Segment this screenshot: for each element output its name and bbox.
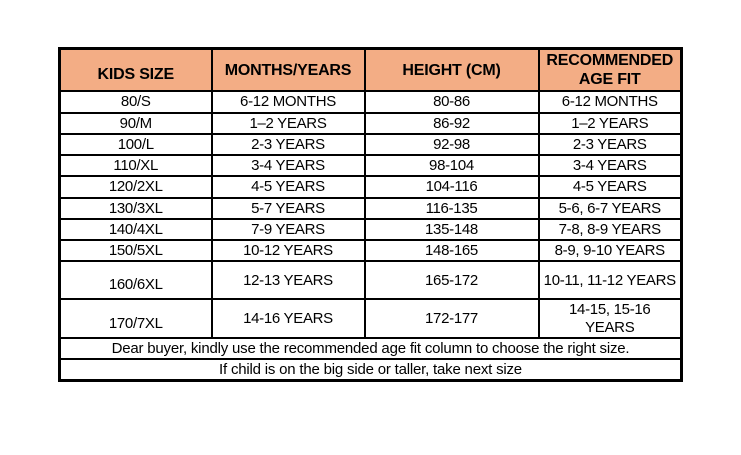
cell-height: 86-92 <box>363 111 540 135</box>
cell-size: 130/3XL <box>58 196 213 220</box>
cell-age-fit: 10-11, 11-12 YEARS <box>537 260 683 301</box>
cell-age-fit: 14-15, 15-16 YEARS <box>537 298 683 339</box>
table-row: 150/5XL 10-12 YEARS 148-165 8-9, 9-10 YE… <box>58 239 683 263</box>
cell-size: 170/7XL <box>58 298 213 339</box>
cell-size: 150/5XL <box>58 239 213 263</box>
cell-height: 165-172 <box>363 260 540 301</box>
cell-age-fit: 5-6, 6-7 YEARS <box>537 196 683 220</box>
cell-height: 98-104 <box>363 154 540 178</box>
table-row: 100/L 2-3 YEARS 92-98 2-3 YEARS <box>58 132 683 157</box>
cell-size: 90/M <box>58 111 213 135</box>
table-row: 130/3XL 5-7 YEARS 116-135 5-6, 6-7 YEARS <box>58 196 683 220</box>
cell-size: 80/S <box>58 90 213 114</box>
cell-age-fit: 2-3 YEARS <box>537 132 683 157</box>
cell-months: 2-3 YEARS <box>210 132 366 157</box>
note-row-2: If child is on the big side or taller, t… <box>58 357 683 382</box>
cell-height: 172-177 <box>363 298 540 339</box>
header-cell-height-cm: HEIGHT (CM) <box>363 47 540 93</box>
header-cell-kids-size: KIDS SIZE <box>58 47 213 93</box>
table-row: 90/M 1–2 YEARS 86-92 1–2 YEARS <box>58 111 683 135</box>
cell-age-fit: 6-12 MONTHS <box>537 90 683 114</box>
cell-months: 1–2 YEARS <box>210 111 366 135</box>
cell-months: 4-5 YEARS <box>210 175 366 199</box>
size-chart-container: KIDS SIZE MONTHS/YEARS HEIGHT (CM) RECOM… <box>58 47 683 382</box>
cell-months: 6-12 MONTHS <box>210 90 366 114</box>
cell-size: 100/L <box>58 132 213 157</box>
table-row: 140/4XL 7-9 YEARS 135-148 7-8, 8-9 YEARS <box>58 217 683 242</box>
table-row: 80/S 6-12 MONTHS 80-86 6-12 MONTHS <box>58 90 683 114</box>
note-text-recommended-column: Dear buyer, kindly use the recommended a… <box>58 336 683 360</box>
cell-size: 140/4XL <box>58 217 213 242</box>
note-row-1: Dear buyer, kindly use the recommended a… <box>58 336 683 360</box>
cell-height: 104-116 <box>363 175 540 199</box>
cell-size: 120/2XL <box>58 175 213 199</box>
cell-age-fit: 4-5 YEARS <box>537 175 683 199</box>
cell-age-fit: 1–2 YEARS <box>537 111 683 135</box>
cell-height: 80-86 <box>363 90 540 114</box>
cell-months: 5-7 YEARS <box>210 196 366 220</box>
kids-size-chart-table: KIDS SIZE MONTHS/YEARS HEIGHT (CM) RECOM… <box>58 47 683 382</box>
table-row: 110/XL 3-4 YEARS 98-104 3-4 YEARS <box>58 154 683 178</box>
table-row: 170/7XL 14-16 YEARS 172-177 14-15, 15-16… <box>58 298 683 339</box>
header-row: KIDS SIZE MONTHS/YEARS HEIGHT (CM) RECOM… <box>58 47 683 93</box>
cell-age-fit: 3-4 YEARS <box>537 154 683 178</box>
cell-months: 3-4 YEARS <box>210 154 366 178</box>
cell-size: 110/XL <box>58 154 213 178</box>
table-row: 120/2XL 4-5 YEARS 104-116 4-5 YEARS <box>58 175 683 199</box>
cell-age-fit: 8-9, 9-10 YEARS <box>537 239 683 263</box>
cell-months: 10-12 YEARS <box>210 239 366 263</box>
cell-height: 92-98 <box>363 132 540 157</box>
cell-size: 160/6XL <box>58 260 213 301</box>
header-cell-recommended-age-fit: RECOMMENDED AGE FIT <box>537 47 683 93</box>
cell-age-fit: 7-8, 8-9 YEARS <box>537 217 683 242</box>
header-cell-months-years: MONTHS/YEARS <box>210 47 366 93</box>
cell-height: 116-135 <box>363 196 540 220</box>
cell-months: 14-16 YEARS <box>210 298 366 339</box>
cell-months: 12-13 YEARS <box>210 260 366 301</box>
cell-height: 135-148 <box>363 217 540 242</box>
table-row: 160/6XL 12-13 YEARS 165-172 10-11, 11-12… <box>58 260 683 301</box>
cell-height: 148-165 <box>363 239 540 263</box>
cell-months: 7-9 YEARS <box>210 217 366 242</box>
note-text-next-size: If child is on the big side or taller, t… <box>58 357 683 382</box>
